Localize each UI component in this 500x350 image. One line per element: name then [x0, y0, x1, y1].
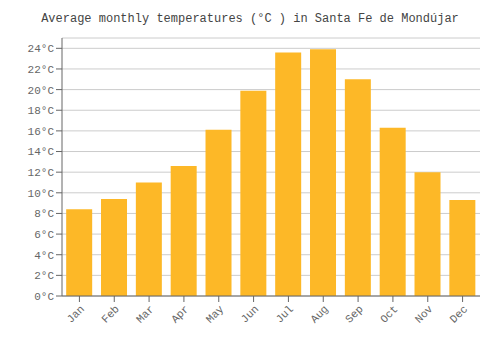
svg-text:18°C: 18°C [28, 105, 55, 117]
svg-text:Nov: Nov [413, 303, 436, 326]
svg-text:Apr: Apr [169, 303, 191, 325]
svg-text:Mar: Mar [134, 303, 156, 325]
svg-text:Oct: Oct [378, 303, 400, 325]
svg-text:Dec: Dec [448, 303, 470, 325]
svg-text:Feb: Feb [99, 303, 121, 325]
svg-text:24°C: 24°C [28, 43, 55, 55]
svg-text:16°C: 16°C [28, 126, 55, 138]
html-text:Average monthly temperatures (: Average monthly temperatures (°C ) in Sa… [41, 12, 459, 26]
svg-text:4°C: 4°C [34, 250, 54, 262]
svg-text:Sep: Sep [343, 303, 365, 325]
svg-text:Jun: Jun [239, 303, 261, 325]
svg-text:Aug: Aug [308, 303, 330, 325]
svg-text:2°C: 2°C [34, 270, 54, 282]
svg-text:May: May [204, 303, 227, 326]
svg-text:14°C: 14°C [28, 146, 55, 158]
svg-text:Jul: Jul [274, 303, 296, 325]
svg-text:8°C: 8°C [34, 208, 54, 220]
svg-text:6°C: 6°C [34, 229, 54, 241]
svg-text:20°C: 20°C [28, 85, 55, 97]
svg-text:10°C: 10°C [28, 188, 55, 200]
svg-text:22°C: 22°C [28, 64, 55, 76]
svg-text:Jan: Jan [65, 303, 87, 325]
svg-text:12°C: 12°C [28, 167, 55, 179]
svg-text:0°C: 0°C [34, 291, 54, 303]
